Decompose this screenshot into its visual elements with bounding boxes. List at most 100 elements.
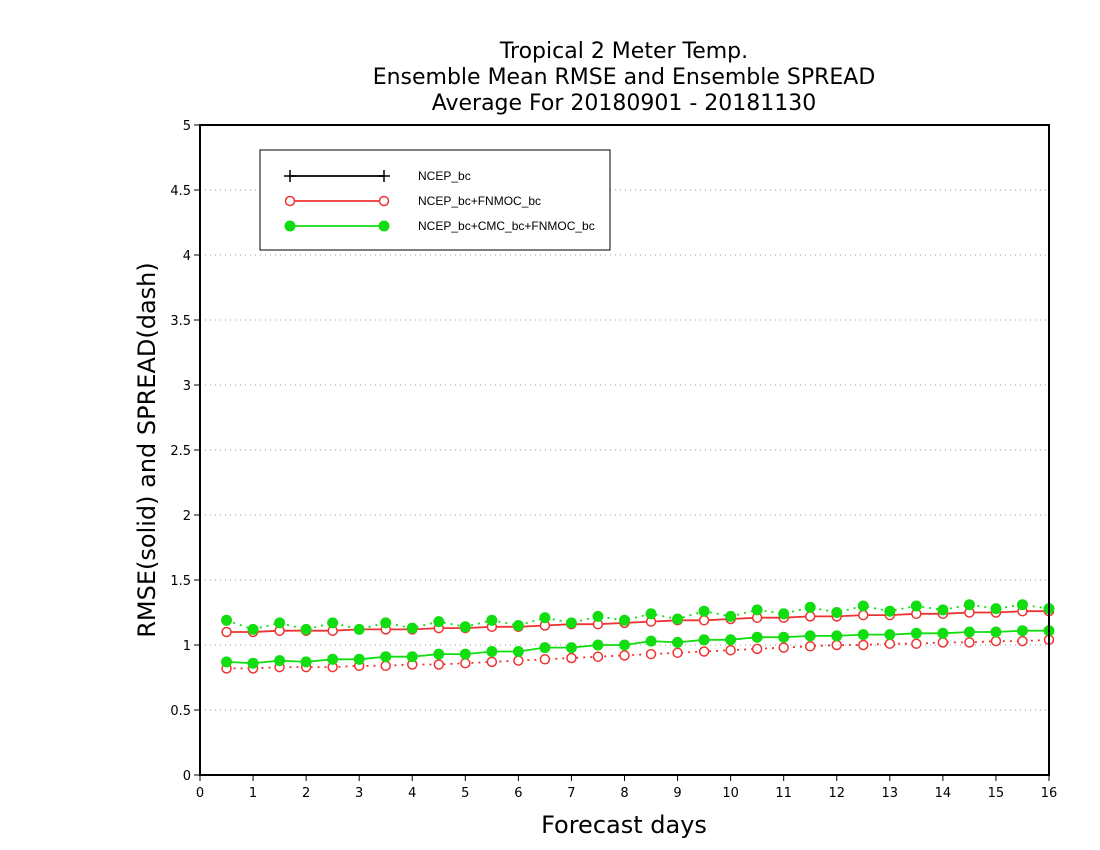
y-tick-label-7: 3.5 — [170, 314, 191, 329]
series-2-rmse-point-11 — [512, 646, 524, 657]
series-1-rmse-point-0 — [221, 626, 232, 638]
x-tick-label-9: 9 — [673, 786, 681, 801]
series-1-rmse-point-18 — [698, 615, 710, 626]
series-1-spread-point-21 — [778, 642, 789, 653]
series-2-rmse-point-4 — [327, 653, 339, 665]
legend-marker-end-2 — [378, 220, 390, 232]
x-tick-label-13: 13 — [882, 786, 899, 801]
series-2-rmse-point-5 — [353, 653, 365, 665]
legend: NCEP_bc NCEP_bc+FNMOC_bc NCEP_bc+CMC_bc+FN… — [259, 149, 611, 251]
series-2-rmse-point-0 — [221, 656, 233, 668]
series-2-rmse-point-15 — [619, 639, 630, 651]
series-2-rmse-point-28 — [963, 626, 975, 638]
series-2-spread-point-2 — [274, 617, 286, 629]
x-tick-label-6: 6 — [514, 786, 522, 801]
series-1-spread-point-13 — [566, 652, 577, 664]
series-1-spread-point-20 — [751, 643, 763, 655]
y-tick-label-1: 0.5 — [170, 704, 191, 719]
series-1-rmse-point-24 — [858, 609, 869, 621]
series-1-spread-point-26 — [911, 638, 922, 649]
series-2-spread-point-1 — [247, 623, 259, 635]
series-2-spread-point-23 — [831, 607, 843, 618]
series-1-spread-point-15 — [619, 650, 630, 661]
series-2-rmse-point-25 — [884, 629, 896, 641]
legend-box — [259, 149, 611, 251]
series-2-rmse-point-17 — [672, 636, 684, 648]
x-axis-label: Forecast days — [541, 811, 707, 839]
series-2-spread-point-27 — [937, 604, 949, 616]
series-1-spread-point-9 — [460, 657, 471, 669]
series-1-spread-point-22 — [804, 641, 816, 652]
series-2-spread-point-13 — [565, 617, 577, 629]
x-tick-label-15: 15 — [988, 786, 1005, 801]
series-2-spread-point-29 — [990, 603, 1002, 615]
series-2-spread-point-26 — [910, 600, 922, 612]
series-2-rmse-point-18 — [698, 634, 710, 646]
series-2-spread-point-28 — [963, 599, 975, 611]
series-2-rmse-point-12 — [539, 642, 551, 654]
series-2-spread-point-14 — [592, 610, 604, 622]
series-2-rmse-point-14 — [592, 639, 604, 651]
legend-marker-end-0 — [378, 170, 390, 182]
series-2-spread-point-6 — [380, 617, 392, 629]
x-tick-label-3: 3 — [355, 786, 363, 801]
chart-title-line-2: Ensemble Mean RMSE and Ensemble SPREAD — [373, 65, 876, 90]
legend-marker-end-1 — [378, 195, 390, 207]
y-tick-label-2: 1 — [183, 639, 191, 654]
series-2-rmse-point-13 — [565, 642, 577, 654]
series-2-rmse-point-7 — [406, 651, 418, 663]
y-tick-label-3: 1.5 — [170, 574, 191, 589]
series-1-spread-point-12 — [539, 654, 551, 665]
series-2-spread-point-30 — [1016, 599, 1028, 611]
series-1-spread-point-27 — [937, 637, 949, 648]
x-tick-label-12: 12 — [828, 786, 845, 801]
series-1-spread-line — [226, 638, 1050, 670]
series-1-spread-point-25 — [884, 638, 896, 649]
series-2-rmse-point-8 — [433, 648, 445, 660]
series-2-spread-point-16 — [645, 608, 657, 620]
series-1-spread-point-28 — [964, 637, 975, 648]
y-tick-label-6: 3 — [183, 379, 191, 394]
series-2-rmse-point-2 — [274, 655, 286, 667]
x-tick-label-8: 8 — [620, 786, 628, 801]
series-2-rmse-point-22 — [804, 630, 816, 642]
series-2-spread-point-4 — [327, 617, 339, 629]
y-tick-label-9: 4.5 — [170, 184, 191, 199]
series-2-rmse-point-26 — [910, 627, 922, 639]
series-1-spread-point-24 — [858, 639, 869, 651]
series-2-spread-point-21 — [778, 608, 790, 620]
series-2-spread-point-3 — [300, 623, 312, 635]
series-1-spread-point-17 — [672, 647, 683, 659]
x-axis: 0 1 2 3 4 5 6 7 8 9 10 11 12 13 14 15 16 — [196, 775, 1057, 801]
series-2-spread-point-11 — [512, 620, 524, 631]
series-2-spread-point-0 — [221, 614, 233, 626]
series-2-spread-point-17 — [672, 613, 684, 625]
series-2-rmse-point-20 — [751, 631, 763, 643]
series-2-spread-point-8 — [433, 616, 445, 628]
series-2-rmse-point-24 — [857, 629, 869, 641]
x-tick-label-11: 11 — [775, 786, 792, 801]
series-2-rmse-line — [226, 629, 1049, 665]
series-2-rmse-point-29 — [990, 626, 1002, 638]
legend-marker-start-0 — [284, 170, 296, 182]
x-tick-label-2: 2 — [302, 786, 310, 801]
y-tick-label-10: 5 — [183, 119, 191, 134]
series-2-rmse-point-1 — [247, 657, 259, 669]
series-1-spread-point-6 — [380, 660, 391, 672]
legend-label-1: NCEP_bc+FNMOC_bc — [418, 194, 541, 208]
series-2-rmse-point-16 — [645, 635, 657, 647]
x-tick-label-1: 1 — [249, 786, 257, 801]
series-1-spread-point-30 — [1017, 635, 1028, 647]
series-1-spread-point-29 — [990, 635, 1002, 647]
series-2-rmse-point-23 — [831, 630, 843, 642]
series-2-spread-point-12 — [539, 612, 551, 624]
x-tick-label-7: 7 — [567, 786, 575, 801]
series-2-spread-point-22 — [804, 601, 816, 613]
y-tick-label-5: 2.5 — [170, 444, 191, 459]
x-tick-label-14: 14 — [935, 786, 952, 801]
series-2-rmse-point-3 — [300, 656, 312, 668]
chart-title-line-3: Average For 20180901 - 20181130 — [432, 91, 817, 116]
series-2-rmse-point-30 — [1016, 625, 1028, 637]
series-2-spread-point-7 — [406, 622, 418, 634]
